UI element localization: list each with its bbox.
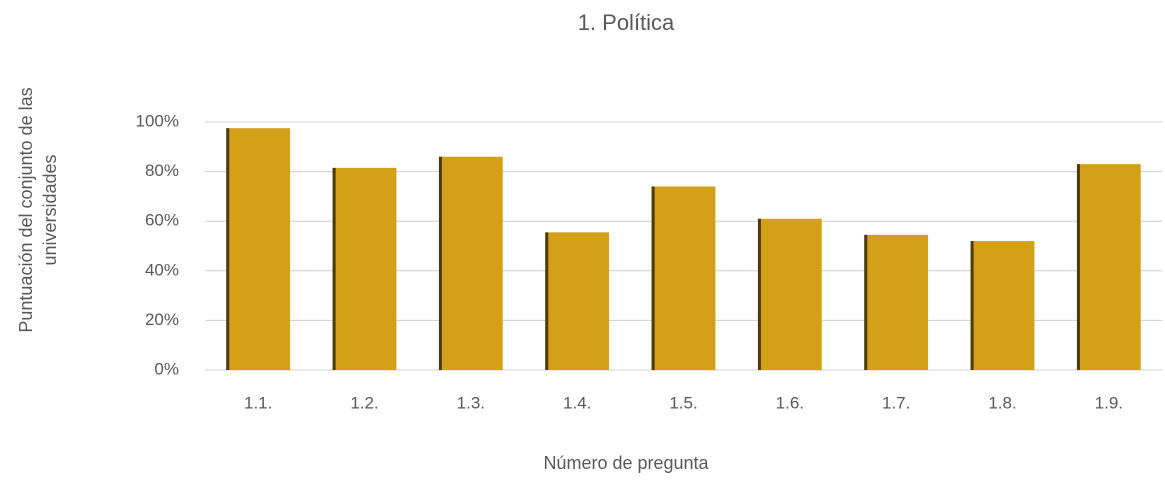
bar-shadow — [757, 218, 761, 370]
x-tick-label: 1.7. — [882, 393, 910, 412]
bar — [864, 234, 929, 370]
bar-shadow — [651, 186, 655, 370]
x-tick-label: 1.4. — [563, 393, 591, 412]
bar-shadow — [226, 128, 230, 370]
y-tick-label: 40% — [145, 260, 179, 279]
bar-shadow — [970, 241, 974, 370]
bar — [1076, 164, 1141, 370]
x-tick-label: 1.2. — [350, 393, 378, 412]
y-tick-label: 80% — [145, 161, 179, 180]
bar-shadow — [438, 156, 442, 370]
x-tick-label: 1.6. — [776, 393, 804, 412]
bar — [970, 241, 1035, 370]
x-axis-label: Número de pregunta — [543, 453, 709, 473]
bar — [651, 186, 716, 370]
x-tick-label: 1.3. — [457, 393, 485, 412]
bar — [545, 232, 610, 370]
x-tick-label: 1.1. — [244, 393, 272, 412]
chart-title: 1. Política — [578, 10, 675, 35]
bar — [438, 156, 503, 370]
y-tick-label: 100% — [136, 111, 179, 130]
y-tick-label: 0% — [154, 359, 179, 378]
y-tick-label: 60% — [145, 211, 179, 230]
y-tick-label: 20% — [145, 310, 179, 329]
bar — [226, 128, 291, 370]
x-tick-label: 1.9. — [1095, 393, 1123, 412]
y-axis-label: Puntuación del conjunto de las universid… — [16, 87, 60, 333]
bar-shadow — [332, 167, 336, 370]
bar — [757, 218, 822, 370]
bar — [332, 167, 397, 370]
bar-shadow — [864, 234, 868, 370]
x-tick-label: 1.8. — [988, 393, 1016, 412]
bar-shadow — [545, 232, 549, 370]
bar-shadow — [1076, 164, 1080, 370]
x-tick-label: 1.5. — [669, 393, 697, 412]
